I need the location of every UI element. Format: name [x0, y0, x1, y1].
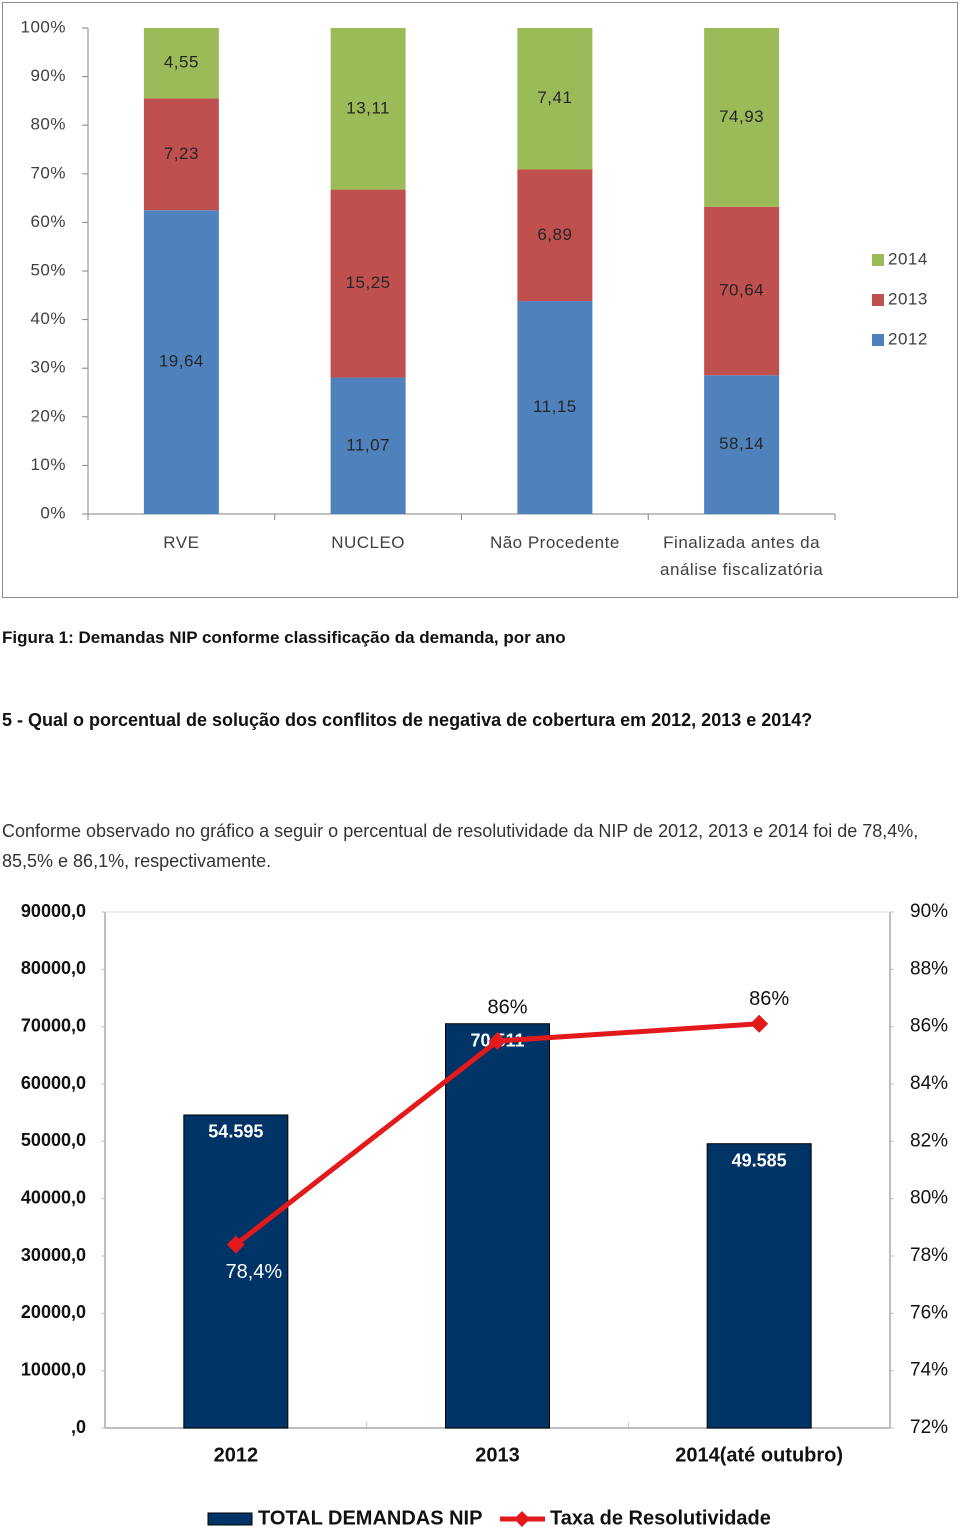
data-label: 58,14 — [719, 434, 764, 453]
x-tick-label: Finalizada antes da análise fiscalizatór… — [660, 533, 824, 579]
data-label: 70,64 — [719, 281, 764, 300]
y-tick-label: 70000,0 — [21, 1015, 86, 1035]
y2-tick-label: 80% — [910, 1188, 948, 1209]
data-label: 11,15 — [533, 397, 577, 416]
figure-caption: Figura 1: Demandas NIP conforme classifi… — [2, 628, 566, 647]
y-tick-label: 30000,0 — [21, 1245, 86, 1265]
legend-label: Taxa de Resolutividade — [550, 1507, 771, 1529]
y2-tick-label: 86% — [910, 1016, 948, 1037]
legend-swatch — [872, 294, 884, 306]
data-label: 7,41 — [537, 88, 572, 107]
y-tick-label: 30% — [30, 358, 66, 377]
data-label: 86% — [487, 996, 527, 1018]
y-tick-label: 70% — [30, 163, 66, 182]
data-label: 78,4% — [225, 1261, 282, 1283]
y-tick-label: 50% — [30, 260, 66, 279]
data-label: 19,64 — [159, 352, 204, 371]
data-label: 15,25 — [346, 273, 391, 292]
y-tick-label: 80% — [30, 115, 66, 134]
paragraph: Conforme observado no gráfico a seguir o… — [2, 821, 919, 871]
bar-segment — [704, 206, 780, 376]
y2-tick-label: 78% — [910, 1245, 948, 1266]
legend-label: TOTAL DEMANDAS NIP — [258, 1507, 482, 1529]
bar-segment — [517, 301, 593, 514]
y2-tick-label: 88% — [910, 958, 948, 979]
x-tick-label: 2014(até outubro) — [675, 1444, 843, 1466]
legend-label: 2013 — [888, 289, 928, 308]
data-label: 49.585 — [732, 1150, 787, 1170]
bar — [183, 1114, 289, 1429]
y-tick-label: 40% — [30, 309, 66, 328]
bar — [445, 1023, 550, 1429]
x-tick-label: NUCLEO — [331, 533, 406, 552]
x-tick-label: 2013 — [475, 1444, 520, 1466]
bar — [706, 1143, 812, 1429]
y-tick-label: ,0 — [71, 1417, 86, 1437]
y-tick-label: 20000,0 — [21, 1302, 86, 1322]
bar-segment — [330, 377, 406, 514]
data-label: 13,11 — [346, 98, 390, 117]
y2-tick-label: 82% — [910, 1130, 948, 1151]
bar-segment — [143, 98, 219, 211]
y-tick-label: 20% — [30, 406, 66, 425]
y-tick-label: 80000,0 — [21, 958, 86, 978]
x-tick-label: RVE — [163, 533, 200, 552]
y2-tick-label: 90% — [910, 901, 948, 922]
bar-segment — [704, 28, 780, 207]
y-tick-label: 40000,0 — [21, 1187, 86, 1207]
y2-tick-label: 84% — [910, 1073, 948, 1094]
chart-frame — [2, 2, 958, 598]
y-tick-label: 50000,0 — [21, 1130, 86, 1150]
bar-segment — [143, 210, 219, 514]
y2-tick-label: 72% — [910, 1417, 948, 1438]
line-marker — [226, 1235, 245, 1254]
line-marker — [488, 1032, 507, 1050]
data-label: 86% — [749, 988, 789, 1010]
legend-swatch — [872, 254, 884, 266]
question: 5 - Qual o porcentual de solução dos con… — [2, 710, 813, 730]
data-label: 6,89 — [537, 225, 572, 244]
y-tick-label: 60000,0 — [21, 1073, 86, 1093]
bar-segment — [330, 189, 406, 378]
legend-label: 2012 — [888, 329, 928, 348]
y-tick-label: 0% — [40, 503, 66, 522]
y-tick-label: 90000,0 — [21, 901, 86, 921]
legend-swatch — [207, 1512, 253, 1526]
bar-segment — [517, 169, 593, 302]
bar-segment — [330, 28, 406, 190]
y2-tick-label: 74% — [910, 1360, 948, 1381]
x-tick-label: 2012 — [214, 1444, 259, 1466]
x-tick-label: Não Procedente — [489, 533, 620, 552]
y-tick-label: 10000,0 — [21, 1359, 86, 1379]
y-tick-label: 100% — [21, 17, 66, 36]
data-label: 54.595 — [208, 1122, 263, 1142]
bar-segment — [704, 375, 780, 514]
data-label: 74,93 — [719, 107, 764, 126]
legend-label: 2014 — [888, 249, 928, 268]
y2-tick-label: 76% — [910, 1302, 948, 1323]
bar-segment — [143, 28, 219, 99]
data-label: 4,55 — [164, 53, 199, 72]
data-label: 11,07 — [346, 435, 390, 454]
line-marker — [750, 1014, 769, 1033]
bar-segment — [517, 28, 593, 170]
y-tick-label: 60% — [30, 212, 66, 231]
legend-marker — [514, 1511, 530, 1527]
y-tick-label: 10% — [30, 455, 66, 474]
data-label: 7,23 — [164, 144, 199, 163]
legend-swatch — [872, 334, 884, 346]
y-tick-label: 90% — [30, 66, 66, 85]
